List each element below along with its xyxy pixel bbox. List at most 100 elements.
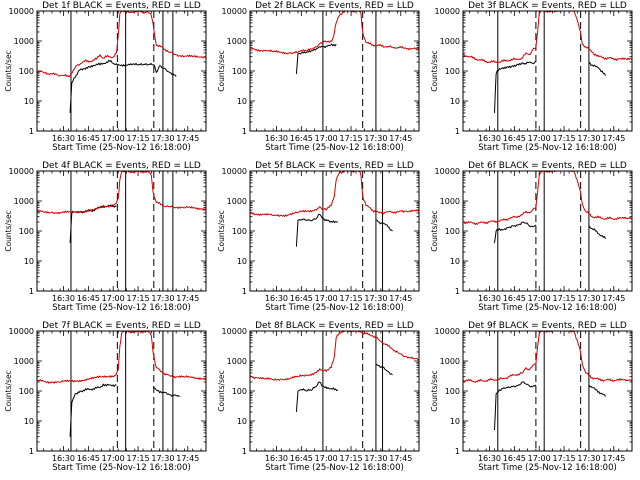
- x-tick-label: 17:30: [577, 134, 600, 143]
- chart-panel: Det 2f BLACK = Events, RED = LLD 1 10 100 10…: [217, 1, 420, 153]
- x-tick-label: 16:45: [503, 294, 526, 303]
- x-tick-label: 16:45: [290, 454, 313, 463]
- y-tick-label: 1: [242, 447, 247, 456]
- y-tick-label: 10: [450, 417, 460, 426]
- x-tick-label: 16:45: [503, 134, 526, 143]
- x-tick-label: 17:45: [602, 294, 625, 303]
- events-series-line: [588, 61, 606, 76]
- x-tick-label: 17:15: [553, 454, 576, 463]
- y-tick-label: 1: [455, 127, 460, 136]
- events-series-line: [295, 43, 337, 74]
- x-tick-label: 16:30: [478, 294, 501, 303]
- y-axis-label: Counts/sec: [4, 370, 13, 411]
- x-tick-label: 17:15: [553, 294, 576, 303]
- x-tick-label: 16:30: [52, 294, 75, 303]
- x-tick-label: 16:45: [77, 454, 100, 463]
- y-tick-label: 1000: [14, 37, 34, 46]
- x-tick-label: 17:30: [364, 134, 387, 143]
- plot-data: [463, 331, 632, 451]
- y-axis-label: Counts/sec: [4, 210, 13, 251]
- y-tick-label: 100: [19, 387, 34, 396]
- y-tick-label: 10000: [9, 7, 34, 16]
- x-tick-label: 16:30: [52, 134, 75, 143]
- y-tick-label: 10000: [9, 167, 34, 176]
- plot-data: [250, 171, 419, 291]
- y-tick-label: 1000: [227, 37, 247, 46]
- lld-series-line: [463, 11, 632, 64]
- x-tick-label: 16:45: [77, 294, 100, 303]
- y-tick-label: 10: [237, 257, 247, 266]
- events-series-line: [494, 221, 537, 243]
- events-series-line: [494, 60, 537, 113]
- x-tick-label: 17:45: [602, 454, 625, 463]
- plot-frame: [36, 170, 207, 292]
- y-axis-label: Counts/sec: [430, 370, 439, 411]
- y-tick-label: 1: [455, 287, 460, 296]
- y-tick-label: 10000: [435, 167, 460, 176]
- x-tick-label: 17:00: [528, 454, 551, 463]
- x-tick-label: 17:00: [315, 134, 338, 143]
- plot-frame: [462, 330, 633, 452]
- chart-panel: Det 5f BLACK = Events, RED = LLD 1 10 100 10…: [217, 161, 420, 313]
- lld-series-line: [250, 331, 419, 381]
- chart-panel: Det 7f BLACK = Events, RED = LLD 1 10 100 10…: [4, 321, 207, 473]
- y-tick-label: 100: [232, 67, 247, 76]
- x-tick-label: 17:30: [364, 294, 387, 303]
- plot-frame: [249, 170, 420, 292]
- x-tick-label: 16:45: [77, 134, 100, 143]
- x-tick-label: 17:15: [340, 134, 363, 143]
- plot-data: [37, 331, 206, 451]
- chart-title: Det 2f BLACK = Events, RED = LLD: [255, 1, 414, 11]
- events-series-line: [295, 381, 339, 413]
- y-tick-label: 10000: [9, 327, 34, 336]
- lld-series-line: [37, 331, 206, 384]
- y-tick-label: 1: [455, 447, 460, 456]
- events-series-line: [69, 59, 177, 113]
- y-tick-label: 10: [450, 257, 460, 266]
- chart-panel: Det 4f BLACK = Events, RED = LLD 1 10 100 10…: [4, 161, 207, 313]
- y-axis-label: Counts/sec: [217, 210, 226, 251]
- events-series-line: [588, 384, 606, 397]
- y-tick-label: 100: [19, 67, 34, 76]
- plot-frame: [462, 10, 633, 132]
- x-tick-label: 17:45: [389, 294, 412, 303]
- x-tick-label: 17:15: [553, 134, 576, 143]
- y-tick-label: 1000: [227, 197, 247, 206]
- x-tick-label: 16:45: [503, 454, 526, 463]
- y-tick-label: 10000: [435, 327, 460, 336]
- x-tick-label: 16:30: [52, 454, 75, 463]
- x-tick-label: 17:30: [151, 134, 174, 143]
- y-tick-label: 10: [450, 97, 460, 106]
- plot-frame: [36, 330, 207, 452]
- plot-data: [463, 11, 632, 131]
- x-tick-label: 17:00: [528, 134, 551, 143]
- y-tick-label: 100: [232, 227, 247, 236]
- plot-frame: [249, 330, 420, 452]
- x-tick-label: 17:30: [151, 294, 174, 303]
- y-tick-label: 1000: [440, 37, 460, 46]
- x-tick-label: 17:15: [127, 454, 150, 463]
- chart-panel: Det 1f BLACK = Events, RED = LLD 1 10 100 10…: [4, 1, 207, 153]
- chart-title: Det 4f BLACK = Events, RED = LLD: [42, 161, 201, 171]
- y-tick-label: 1: [29, 127, 34, 136]
- y-tick-label: 10: [237, 417, 247, 426]
- x-tick-label: 17:15: [127, 134, 150, 143]
- events-series-line: [494, 381, 537, 431]
- y-tick-label: 1: [242, 287, 247, 296]
- x-tick-label: 17:45: [176, 454, 199, 463]
- x-tick-label: 17:45: [602, 134, 625, 143]
- x-tick-label: 17:00: [528, 294, 551, 303]
- x-tick-label: 17:15: [340, 294, 363, 303]
- x-axis-label: Start Time (25-Nov-12 16:18:00): [265, 463, 404, 473]
- x-tick-label: 17:00: [102, 454, 125, 463]
- y-tick-label: 1: [29, 447, 34, 456]
- chart-title: Det 3f BLACK = Events, RED = LLD: [468, 1, 627, 11]
- y-axis-label: Counts/sec: [430, 50, 439, 91]
- plot-frame: [36, 10, 207, 132]
- y-tick-label: 100: [445, 227, 460, 236]
- x-axis-label: Start Time (25-Nov-12 16:18:00): [52, 143, 191, 153]
- lld-series-line: [463, 171, 632, 226]
- x-tick-label: 16:45: [290, 294, 313, 303]
- x-tick-label: 17:00: [102, 134, 125, 143]
- y-axis-label: Counts/sec: [4, 50, 13, 91]
